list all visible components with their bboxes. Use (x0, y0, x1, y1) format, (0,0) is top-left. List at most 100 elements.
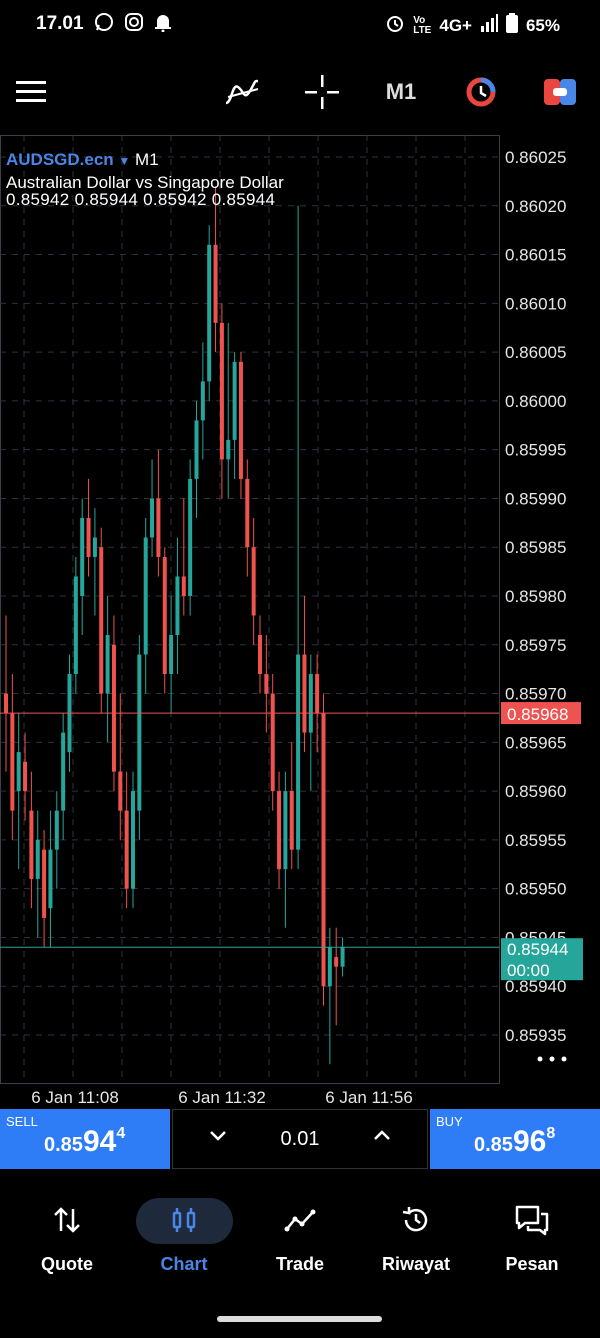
price-axis-label: 0.85975 (505, 636, 566, 655)
price-chart[interactable]: 0.86025 0.86020 0.86015 0.86010 0.86005 0.860… (0, 135, 600, 1115)
candle-body (315, 674, 320, 714)
candle-body (124, 810, 129, 889)
candle-body (150, 498, 155, 538)
price-axis-label: 0.86025 (505, 148, 566, 167)
price-axis-label: 0.85970 (505, 685, 566, 704)
bottom-navigation: Quote Chart Trade Riwayat Pesan (0, 1190, 600, 1290)
alarm-icon (385, 13, 405, 38)
one-click-trading-button[interactable] (462, 72, 500, 112)
notification-bell-icon (154, 12, 172, 37)
timeframe-button[interactable]: M1 (385, 79, 417, 104)
candle-body (105, 635, 110, 694)
chart-candles-icon (172, 1208, 196, 1232)
signal-icon (480, 14, 498, 37)
candle-body (61, 732, 66, 811)
plot-frame (0, 135, 500, 1084)
price-axis-label: 0.86010 (505, 294, 566, 313)
bid-price-tag (501, 938, 583, 981)
ohlc-values: 0.85942 0.85944 0.85942 0.85944 (6, 190, 276, 209)
candle-body (118, 771, 123, 811)
candle-body (10, 713, 15, 811)
crosshair-button[interactable] (302, 72, 342, 112)
lot-decrease-button[interactable] (207, 1124, 229, 1151)
nav-quote[interactable]: Quote (12, 1190, 122, 1275)
lot-increase-button[interactable] (371, 1124, 393, 1151)
lot-size-value[interactable]: 0.01 (280, 1128, 320, 1150)
status-bar: 17.01 Vo LTE 4G+ 65% (0, 0, 600, 50)
candle-body (137, 654, 142, 811)
candle-body (219, 322, 224, 460)
nav-messages[interactable]: Pesan (477, 1190, 587, 1275)
candle-body (35, 839, 40, 879)
status-time: 17.01 (36, 13, 84, 34)
whatsapp-icon (94, 12, 114, 37)
candle-body (194, 420, 199, 479)
candle-body (169, 635, 174, 675)
symbol-name[interactable]: AUDSGD.ecn (6, 150, 114, 169)
candle-body (131, 791, 135, 889)
candle-body (48, 849, 53, 909)
candle-body (143, 537, 148, 655)
nav-chart[interactable]: Chart (129, 1190, 239, 1275)
candle-body (29, 810, 34, 879)
ask-price-label: 0.85968 (507, 705, 568, 724)
menu-button[interactable] (14, 72, 48, 112)
candle-body (296, 654, 301, 850)
candle-body (213, 244, 218, 323)
more-options-dot (537, 1056, 543, 1062)
candle-body (283, 791, 288, 870)
candle-body (321, 713, 326, 987)
candle-body (251, 547, 256, 616)
price-axis-label: 0.85935 (505, 1026, 566, 1045)
candle-body (111, 644, 116, 772)
ask-price-tag (501, 702, 581, 725)
candle-body (245, 478, 250, 548)
chart-symbol-header[interactable]: AUDSGD.ecn ▼ M1 (6, 150, 159, 170)
price-axis-label: 0.85955 (505, 831, 566, 850)
candle-body (92, 537, 97, 557)
indicators-button[interactable] (222, 72, 262, 112)
hamburger-icon (16, 81, 46, 102)
nav-trade[interactable]: Trade (245, 1190, 355, 1275)
time-axis-label: 6 Jan 11:56 (325, 1088, 413, 1107)
history-icon (402, 1207, 428, 1232)
trade-panel-button[interactable] (542, 72, 578, 112)
candle-body (238, 361, 243, 479)
price-axis-label: 0.86020 (505, 197, 566, 216)
candle-body (207, 244, 212, 382)
candle-body (42, 849, 47, 918)
candle-body (23, 761, 28, 792)
bid-price-label: 0.85944 (507, 940, 568, 959)
candle-body (308, 674, 313, 733)
candle-body (232, 361, 237, 440)
buy-price: 0.85968 (474, 1125, 556, 1158)
price-axis-label: 0.85960 (505, 782, 566, 801)
price-axis-label: 0.85990 (505, 489, 566, 508)
buy-label: BUY (436, 1114, 463, 1129)
trade-panel-icon (544, 79, 576, 105)
candle-body (302, 654, 307, 733)
home-indicator[interactable] (217, 1316, 382, 1322)
candle-body (99, 547, 104, 694)
candle-body (156, 498, 161, 557)
price-axis-label: 0.85985 (505, 538, 566, 557)
candle-body (340, 947, 345, 967)
buy-button[interactable]: BUY 0.85968 (430, 1109, 600, 1169)
symbol-dropdown-icon[interactable]: ▼ (118, 154, 131, 168)
volte-icon: Vo LTE (413, 14, 432, 36)
sell-price: 0.85944 (44, 1125, 126, 1158)
price-axis-label: 0.86005 (505, 343, 566, 362)
price-axis-label: 0.85995 (505, 441, 566, 460)
candle-body (16, 752, 21, 792)
candle-body (226, 439, 231, 460)
candle-body (327, 947, 332, 987)
more-options-dot (549, 1056, 555, 1062)
candle-body (258, 635, 262, 675)
lot-size-control: 0.01 (172, 1109, 428, 1169)
nav-history[interactable]: Riwayat (361, 1190, 471, 1275)
sell-button[interactable]: SELL 0.85944 (0, 1109, 170, 1169)
trade-line-icon (284, 1209, 316, 1232)
price-axis-label: 0.85980 (505, 587, 566, 606)
candle-body (86, 517, 91, 557)
candle-body (200, 381, 205, 421)
